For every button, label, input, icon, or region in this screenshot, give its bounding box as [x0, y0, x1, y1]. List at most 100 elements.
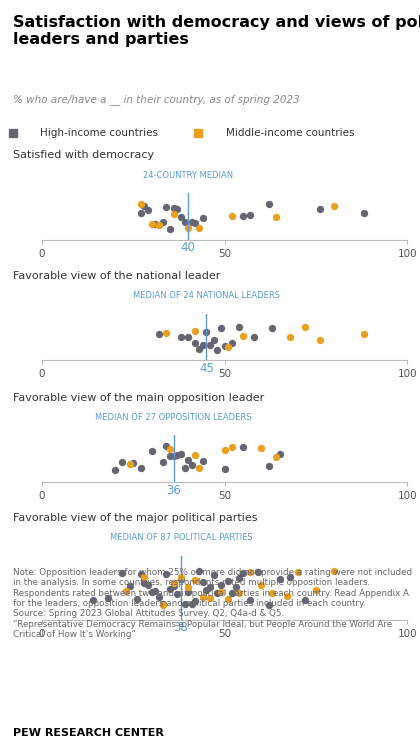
Point — [159, 456, 166, 468]
Point — [126, 580, 133, 592]
Point — [331, 565, 338, 577]
Point — [159, 599, 166, 611]
Text: Satisfied with democracy: Satisfied with democracy — [13, 150, 154, 160]
Point — [360, 208, 367, 220]
Point — [137, 208, 144, 220]
Point — [236, 321, 243, 333]
Point — [163, 201, 170, 213]
Point — [232, 581, 239, 593]
Point — [178, 211, 184, 223]
Point — [203, 584, 210, 596]
Point — [214, 344, 221, 356]
Point — [163, 569, 170, 581]
Point — [265, 198, 272, 210]
Point — [134, 593, 140, 605]
Point — [273, 451, 279, 463]
Point — [181, 216, 188, 228]
Point — [225, 593, 232, 605]
Point — [273, 211, 279, 223]
Point — [174, 449, 181, 461]
Point — [287, 331, 294, 343]
Text: MEDIAN OF 87 POLITICAL PARTIES: MEDIAN OF 87 POLITICAL PARTIES — [110, 533, 252, 542]
Point — [207, 593, 213, 605]
Point — [192, 217, 199, 229]
Text: 36: 36 — [166, 484, 181, 496]
Point — [185, 581, 192, 593]
Point — [258, 579, 265, 591]
Point — [218, 578, 224, 590]
Point — [166, 443, 173, 455]
Point — [265, 460, 272, 472]
Point — [159, 598, 166, 610]
Point — [170, 577, 177, 589]
Text: 38: 38 — [173, 621, 188, 634]
Point — [170, 202, 177, 214]
Point — [247, 209, 254, 221]
Point — [163, 441, 170, 453]
Point — [239, 441, 246, 453]
Text: PEW RESEARCH CENTER: PEW RESEARCH CENTER — [13, 728, 163, 738]
Point — [239, 567, 246, 579]
Point — [236, 572, 243, 584]
Text: MEDIAN OF 24 NATIONAL LEADERS: MEDIAN OF 24 NATIONAL LEADERS — [133, 291, 280, 300]
Point — [251, 331, 257, 343]
Point — [174, 203, 181, 215]
Point — [185, 586, 192, 598]
Point — [247, 594, 254, 606]
Point — [189, 459, 195, 472]
Point — [287, 571, 294, 583]
Point — [152, 217, 159, 229]
Point — [192, 595, 199, 607]
Point — [178, 448, 184, 460]
Point — [225, 575, 232, 587]
Point — [123, 584, 129, 596]
Point — [196, 223, 202, 235]
Point — [200, 591, 206, 603]
Point — [284, 590, 290, 602]
Point — [192, 338, 199, 350]
Point — [196, 462, 202, 475]
Point — [316, 335, 323, 347]
Point — [189, 598, 195, 610]
Point — [137, 462, 144, 474]
Point — [218, 587, 224, 599]
Point — [163, 327, 170, 339]
Point — [192, 325, 199, 337]
Point — [192, 574, 199, 586]
Point — [185, 331, 192, 343]
Point — [276, 573, 283, 585]
Point — [221, 444, 228, 456]
Point — [269, 322, 276, 334]
Point — [196, 566, 202, 578]
Point — [312, 584, 320, 596]
Point — [254, 566, 261, 578]
Point — [218, 323, 224, 335]
Point — [294, 566, 301, 578]
Point — [126, 458, 133, 470]
Point — [192, 448, 199, 460]
Point — [174, 588, 181, 600]
Text: Favorable view of the major political parties: Favorable view of the major political pa… — [13, 513, 257, 523]
Text: 45: 45 — [199, 362, 214, 374]
Point — [265, 599, 272, 611]
Point — [159, 216, 166, 228]
Point — [141, 577, 148, 589]
Point — [239, 330, 246, 342]
Text: Favorable view of the main opposition leader: Favorable view of the main opposition le… — [13, 393, 264, 402]
Text: Satisfaction with democracy and views of political
leaders and parties: Satisfaction with democracy and views of… — [13, 15, 420, 47]
Point — [137, 569, 144, 581]
Point — [170, 450, 177, 462]
Point — [302, 594, 308, 606]
Point — [239, 211, 246, 223]
Point — [207, 581, 213, 593]
Point — [221, 463, 228, 475]
Point — [207, 338, 213, 350]
Point — [90, 594, 97, 606]
Point — [331, 200, 338, 212]
Text: High-income countries: High-income countries — [40, 128, 158, 138]
Point — [185, 223, 192, 235]
Point — [210, 334, 217, 346]
Text: Favorable view of the national leader: Favorable view of the national leader — [13, 271, 220, 280]
Point — [105, 593, 111, 605]
Point — [144, 204, 151, 216]
